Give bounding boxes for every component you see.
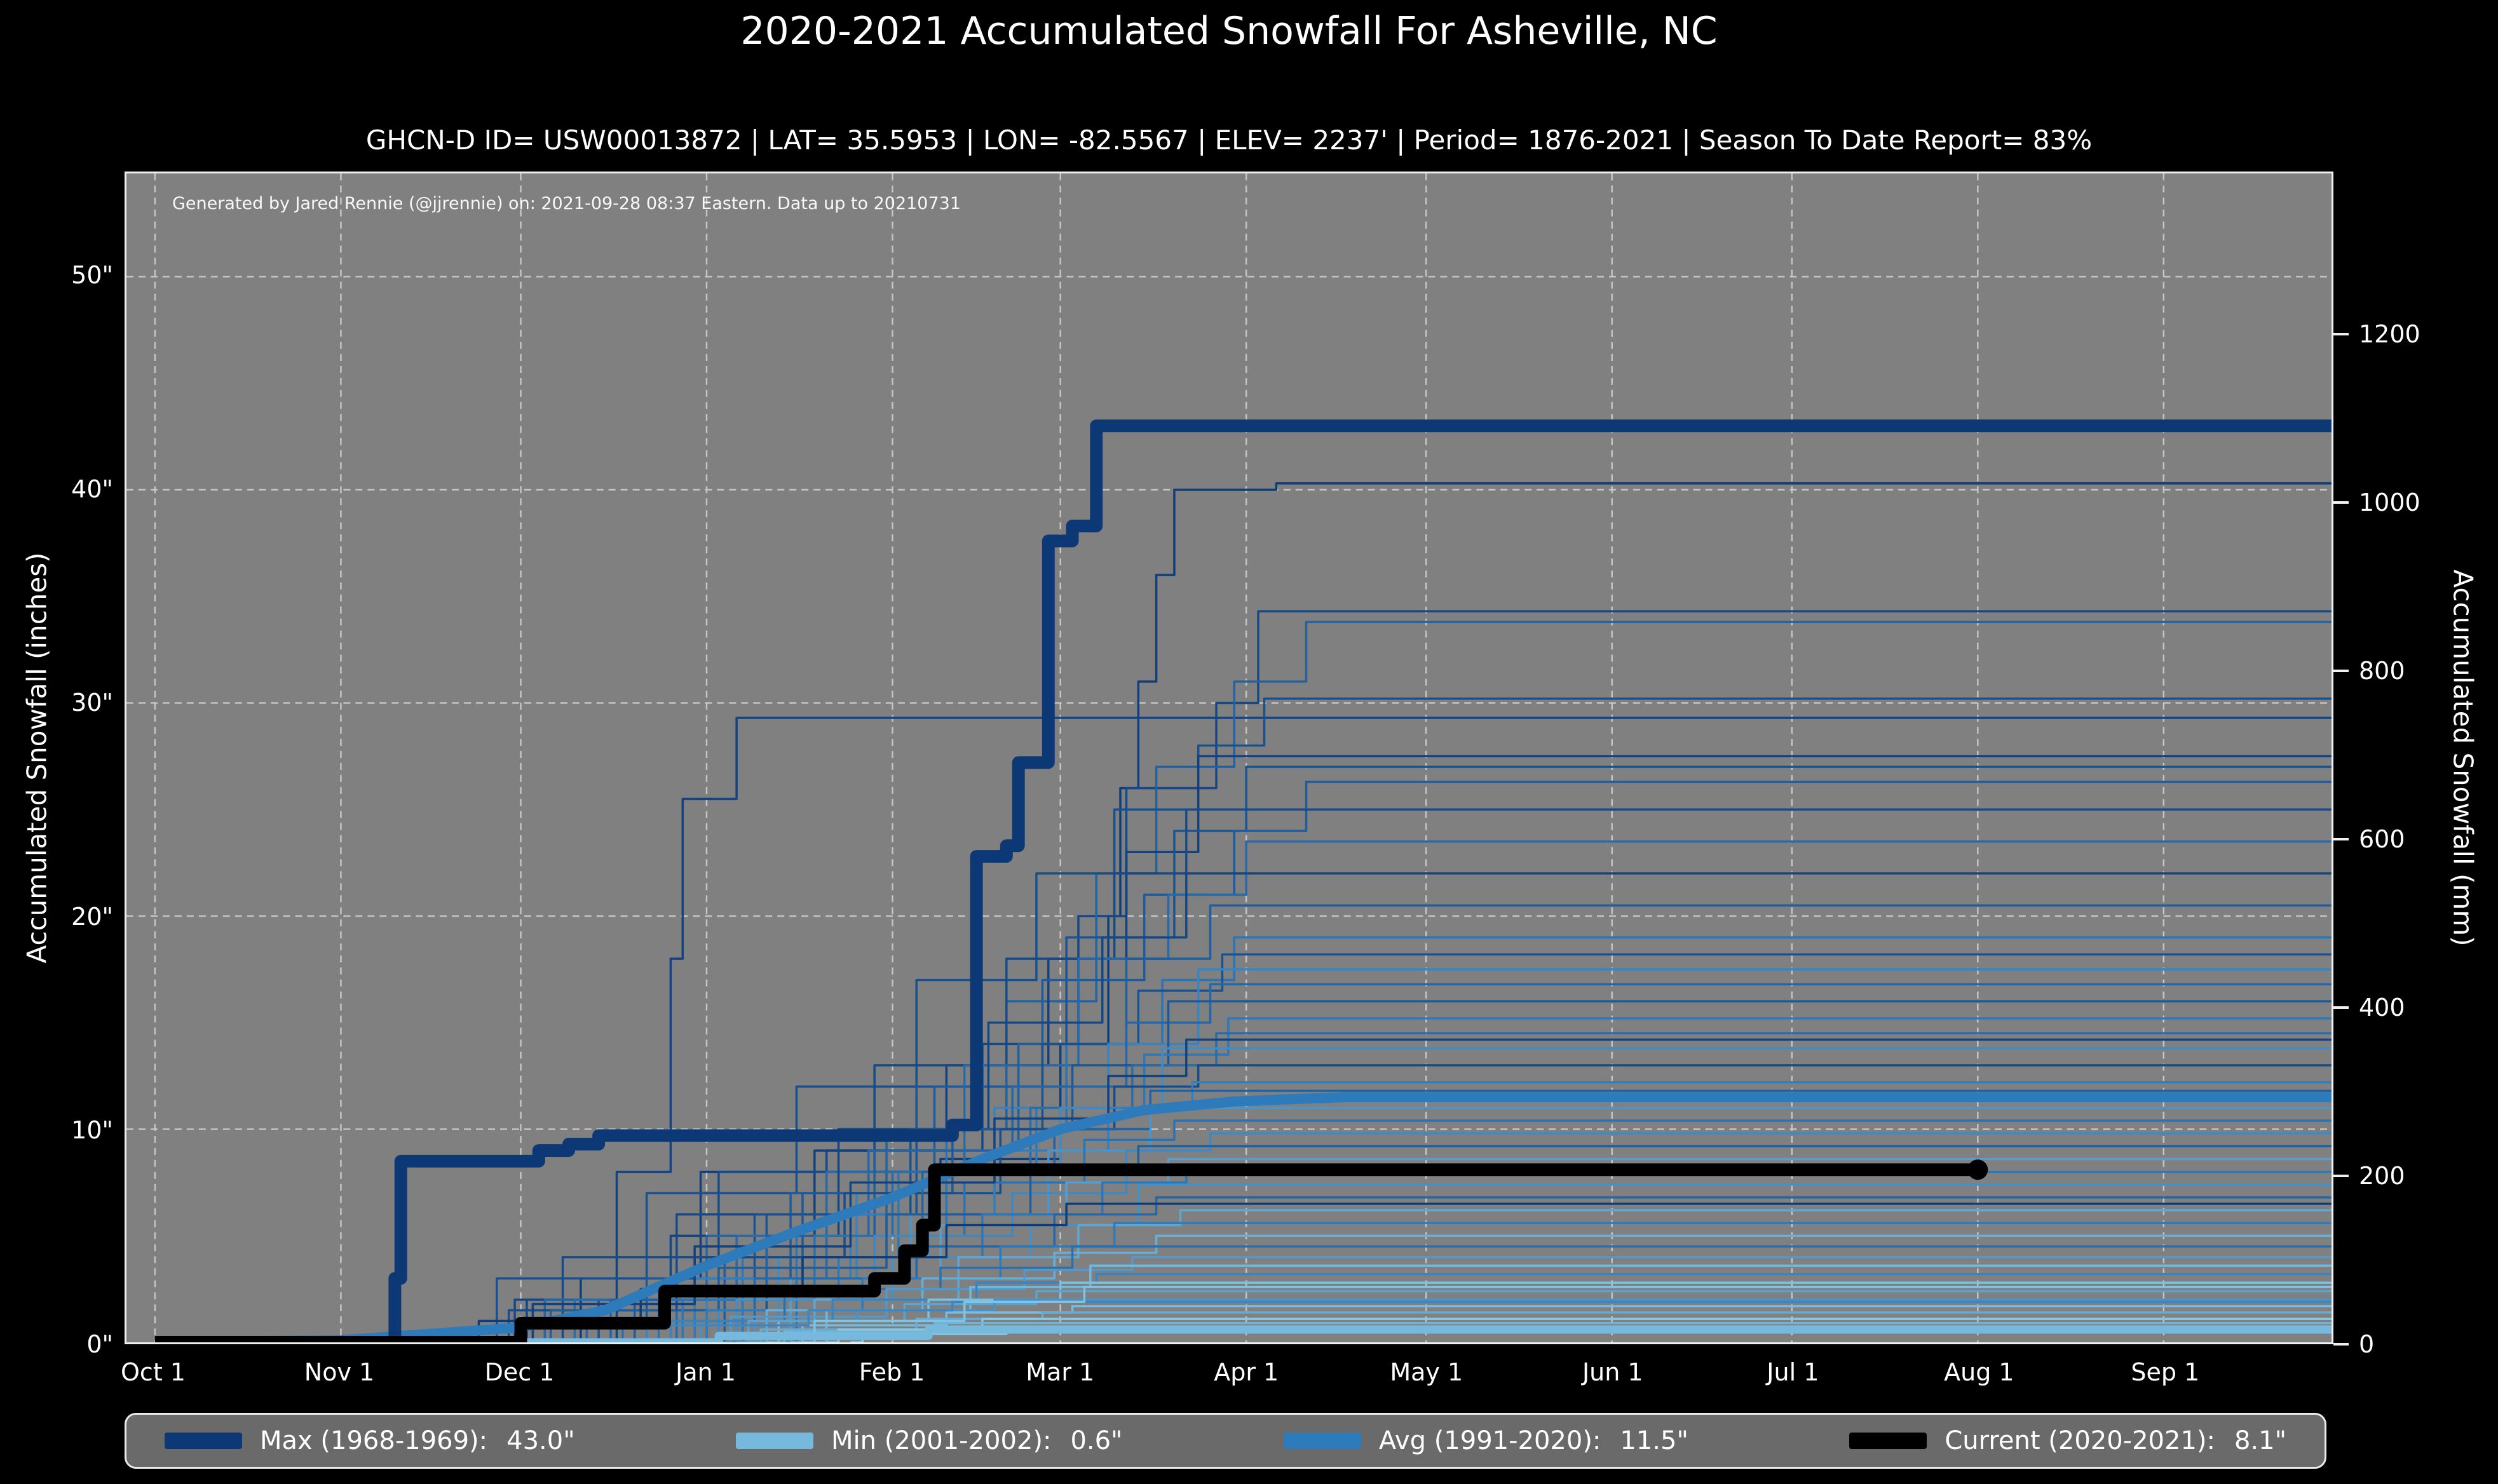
current-end-marker [1967,1159,1988,1180]
mm-tick-label: 400 [2359,993,2405,1022]
mm-tick-label: 1000 [2359,488,2420,516]
mm-tick-label: 600 [2359,825,2405,853]
background-year-line [724,621,2332,1342]
mm-tick-mark [2333,1006,2349,1009]
inches-tick-label: 30" [71,689,113,717]
mm-tick-mark [2333,332,2349,335]
watermark-text: Generated by Jared Rennie (@jjrennie) on… [172,194,961,213]
inches-tick-label: 50" [71,261,113,289]
mm-tick-label: 0 [2359,1330,2375,1358]
inches-tick-label: 0" [86,1330,113,1358]
month-tick-label: Jun 1 [1582,1358,1643,1386]
legend-value-current: 8.1" [2234,1426,2286,1455]
y-axis-label-mm: Accumulated Snowfall (mm) [2447,569,2479,947]
inches-tick-label: 10" [71,1116,113,1145]
background-year-line [802,1209,2332,1342]
background-year-line [754,1234,2332,1342]
mm-tick-mark [2333,501,2349,504]
background-year-line [718,1256,2332,1342]
month-tick-label: Feb 1 [859,1358,925,1386]
legend-swatch-max [165,1433,242,1449]
legend-swatch-current [1849,1433,1927,1449]
plot-area: Generated by Jared Rennie (@jjrennie) on… [125,172,2333,1344]
background-year-line [778,1157,2332,1342]
month-tick-label: Dec 1 [484,1358,555,1386]
series-line-min [154,1325,2332,1342]
background-year-line [772,1322,2332,1342]
chart-subtitle: GHCN-D ID= USW00013872 | LAT= 35.5953 | … [365,125,2093,156]
month-tick-label: May 1 [1390,1358,1463,1386]
inches-tick-label: 20" [71,902,113,931]
legend-swatch-avg [1283,1433,1361,1449]
mm-tick-label: 800 [2359,656,2405,685]
legend-item-min: Min (2001-2002): 0.6" [736,1426,1122,1455]
background-year-line [520,1038,2332,1342]
legend-value-avg: 11.5" [1620,1426,1688,1455]
month-tick-label: Jan 1 [675,1358,736,1386]
legend-label-current: Current (2020-2021): [1945,1426,2215,1455]
month-tick-label: Apr 1 [1214,1358,1279,1386]
month-tick-label: Nov 1 [304,1358,375,1386]
series-line-max [154,419,2332,1342]
legend-value-max: 43.0" [506,1426,575,1455]
month-tick-label: Sep 1 [2131,1358,2200,1386]
background-year-line [688,1298,2332,1342]
legend-label-avg: Avg (1991-2020): [1378,1426,1601,1455]
snowfall-spaghetti-plot [126,173,2332,1342]
background-year-line [604,717,2332,1342]
background-year-line [737,1290,2332,1342]
legend-item-current: Current (2020-2021): 8.1" [1849,1426,2286,1455]
month-tick-label: Oct 1 [121,1358,186,1386]
legend-label-max: Max (1968-1969): [260,1426,488,1455]
mm-tick-label: 200 [2359,1161,2405,1190]
background-year-line [802,1286,2332,1342]
background-year-line [550,808,2332,1342]
mm-tick-mark [2333,1174,2349,1177]
y-axis-label-inches: Accumulated Snowfall (inches) [21,552,53,964]
inches-tick-label: 40" [71,475,113,503]
series-line-current [154,1163,1978,1342]
legend-value-min: 0.6" [1070,1426,1123,1455]
mm-tick-mark [2333,1343,2349,1346]
legend-label-min: Min (2001-2002): [831,1426,1052,1455]
legend-item-max: Max (1968-1969): 43.0" [165,1426,575,1455]
mm-tick-mark [2333,669,2349,672]
legend-swatch-min [736,1433,814,1449]
mm-tick-label: 1200 [2359,320,2420,348]
legend-item-avg: Avg (1991-2020): 11.5" [1283,1426,1688,1455]
month-tick-label: Mar 1 [1026,1358,1095,1386]
background-year-line [634,1300,2332,1342]
legend: Max (1968-1969): 43.0" Min (2001-2002): 0.6… [125,1413,2326,1469]
background-year-line [622,780,2332,1342]
month-tick-label: Aug 1 [1944,1358,2014,1386]
mm-tick-mark [2333,837,2349,840]
month-tick-label: Jul 1 [1767,1358,1819,1386]
chart-title: 2020-2021 Accumulated Snowfall For Ashev… [740,9,1718,53]
background-year-line [587,953,2332,1342]
